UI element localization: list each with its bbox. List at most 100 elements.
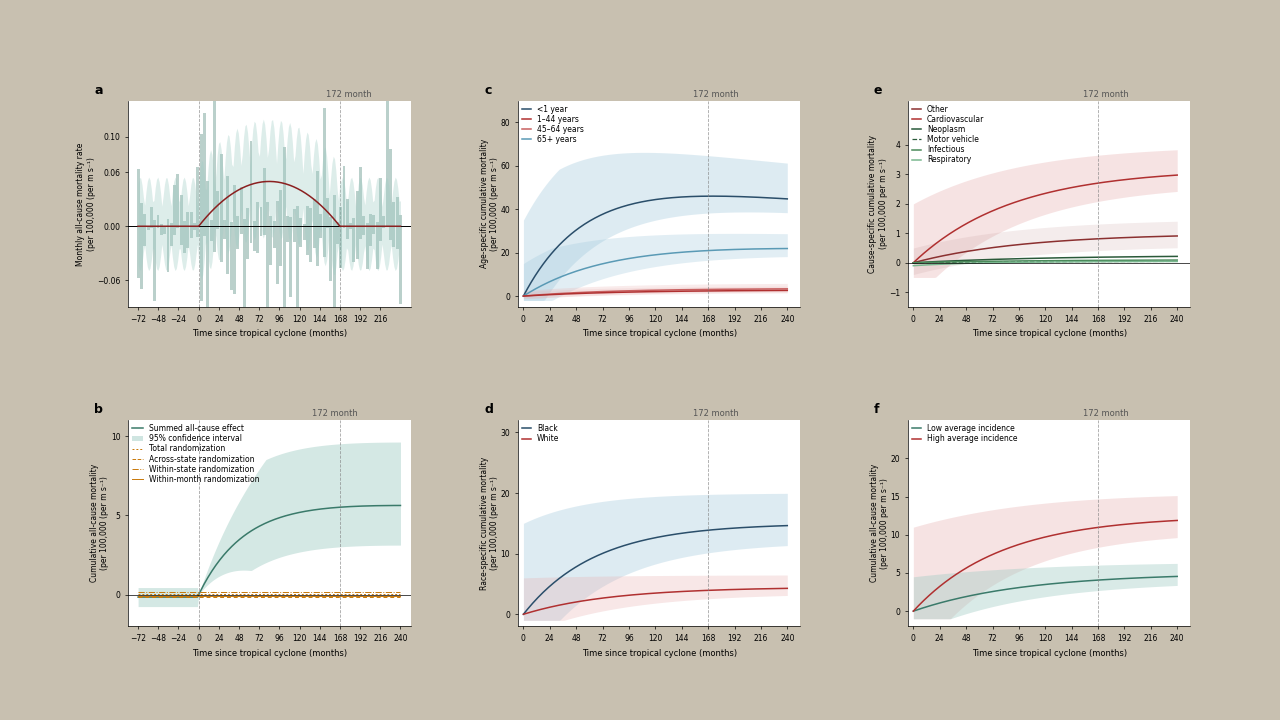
Black	[756, 522, 772, 531]
Bar	[273, 226, 275, 248]
Text: 172 month: 172 month	[692, 409, 739, 418]
Bar	[360, 226, 362, 238]
Bar	[285, 215, 289, 226]
45–64 years	[767, 284, 782, 293]
Cardiovascular	[955, 222, 970, 230]
Bar	[385, 94, 389, 226]
Black	[526, 598, 541, 606]
High average incidence	[916, 596, 932, 605]
Bar	[300, 218, 302, 226]
Bar	[369, 215, 372, 226]
Bar	[143, 226, 146, 246]
Bar	[366, 226, 369, 269]
Line: Respiratory: Respiratory	[914, 261, 1178, 266]
Bar	[262, 168, 266, 226]
Bar	[227, 176, 229, 226]
Bar	[346, 226, 348, 239]
Bar	[250, 226, 252, 243]
Bar	[179, 226, 183, 245]
Bar	[383, 226, 385, 228]
Line: Motor vehicle: Motor vehicle	[914, 261, 1178, 263]
Bar	[349, 223, 352, 226]
Bar	[372, 215, 375, 226]
Infectious	[955, 257, 970, 266]
Line: <1 year: <1 year	[524, 196, 787, 296]
45–64 years	[586, 287, 602, 296]
Bar	[260, 207, 262, 226]
Black	[564, 564, 580, 573]
1–44 years	[564, 289, 580, 298]
Bar	[154, 220, 156, 226]
Bar	[233, 185, 236, 226]
Neoplasm	[922, 258, 937, 266]
Bar	[389, 226, 392, 240]
Bar	[343, 166, 346, 226]
Bar	[279, 226, 283, 266]
Respiratory	[1147, 257, 1162, 266]
65+ years	[564, 268, 580, 276]
Bar	[156, 226, 160, 228]
<1 year	[705, 192, 721, 200]
Bar	[379, 179, 381, 226]
Neoplasm	[916, 258, 932, 266]
65+ years	[531, 282, 547, 291]
Bar	[333, 195, 335, 226]
Infectious	[1156, 256, 1171, 264]
Bar	[173, 185, 177, 226]
Other	[975, 245, 991, 253]
1–44 years	[756, 287, 772, 295]
1–44 years	[516, 292, 531, 300]
Bar	[283, 226, 285, 344]
65+ years	[526, 285, 541, 294]
Bar	[262, 226, 266, 235]
Bar	[396, 197, 398, 226]
Low average incidence	[975, 589, 991, 598]
Bar	[289, 217, 292, 226]
X-axis label: Time since tropical cyclone (months): Time since tropical cyclone (months)	[972, 329, 1126, 338]
Bar	[246, 208, 250, 226]
Bar	[216, 226, 219, 228]
Bar	[170, 222, 173, 226]
Bar	[362, 226, 365, 235]
Bar	[154, 226, 156, 301]
Bar	[276, 201, 279, 226]
Bar	[163, 226, 166, 234]
Other	[1156, 232, 1171, 240]
Bar	[362, 215, 365, 226]
Bar	[220, 154, 223, 226]
Bar	[210, 220, 212, 226]
Bar	[216, 191, 219, 226]
Legend: Summed all-cause effect, 95% confidence interval, Total randomization, Across-st: Summed all-cause effect, 95% confidence …	[132, 424, 260, 484]
Bar	[189, 212, 193, 226]
Bar	[147, 226, 150, 230]
Low average incidence	[916, 603, 932, 612]
Text: f: f	[874, 403, 879, 416]
Motor vehicle	[955, 258, 970, 266]
Bar	[319, 226, 323, 238]
Line: 65+ years: 65+ years	[524, 248, 787, 296]
Y-axis label: Race-specific cumulative mortality
(per 100,000 (per m s⁻¹): Race-specific cumulative mortality (per …	[480, 456, 499, 590]
<1 year	[564, 229, 580, 238]
Bar	[339, 226, 342, 268]
<1 year	[780, 194, 795, 203]
<1 year	[526, 273, 541, 282]
Line: 45–64 years: 45–64 years	[524, 289, 787, 296]
Bar	[329, 226, 333, 282]
Bar	[140, 202, 143, 226]
Other	[955, 248, 970, 256]
Legend: Other, Cardiovascular, Neoplasm, Motor vehicle, Infectious, Respiratory: Other, Cardiovascular, Neoplasm, Motor v…	[911, 104, 984, 164]
Respiratory	[922, 261, 937, 269]
Bar	[339, 207, 342, 226]
Line: High average incidence: High average incidence	[914, 521, 1178, 611]
65+ years	[586, 261, 602, 270]
Other	[916, 256, 932, 264]
Motor vehicle	[916, 258, 932, 267]
Low average incidence	[906, 607, 922, 616]
Bar	[376, 226, 379, 269]
X-axis label: Time since tropical cyclone (months): Time since tropical cyclone (months)	[192, 329, 347, 338]
Bar	[212, 226, 216, 252]
Bar	[270, 226, 273, 266]
Respiratory	[975, 258, 991, 267]
Text: 172 month: 172 month	[1083, 90, 1129, 99]
1–44 years	[526, 291, 541, 300]
